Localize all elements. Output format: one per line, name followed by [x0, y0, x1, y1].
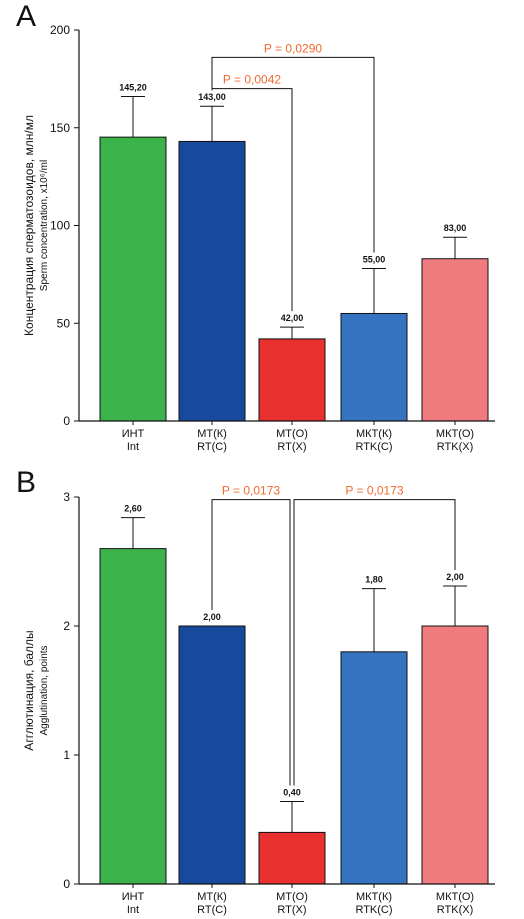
bar-0 — [99, 136, 167, 422]
bar-4 — [421, 625, 489, 885]
data-label-1: 143,00 — [198, 92, 226, 102]
data-label-0: 145,20 — [119, 82, 147, 92]
bar-2 — [258, 338, 326, 422]
data-label-3: 55,00 — [363, 255, 386, 265]
y-tick-label-0: 0 — [63, 414, 70, 428]
category-label-ru-3: МКТ(К) — [356, 891, 392, 903]
bar-4 — [421, 258, 489, 422]
y-tick-label-0: 0 — [63, 877, 70, 891]
y-axis-title: Концентрация сперматозоидов, млн/мл — [22, 115, 36, 336]
data-label-2: 42,00 — [281, 313, 304, 323]
category-label-ru-4: МКТ(О) — [436, 891, 474, 903]
category-label-ru-4: МКТ(О) — [436, 428, 474, 440]
y-tick-label-2: 100 — [50, 219, 70, 233]
y-axis-subtitle: Agglutination, points — [39, 645, 50, 735]
bar-1 — [178, 625, 246, 885]
category-label-en-4: RTK(X) — [437, 904, 473, 916]
category-label-en-3: RTK(C) — [355, 441, 392, 453]
significance-bracket-0 — [211, 499, 291, 786]
category-label-en-2: RT(X) — [277, 904, 306, 916]
category-label-ru-3: МКТ(К) — [356, 428, 392, 440]
significance-bracket-1 — [293, 499, 456, 786]
category-label-ru-1: МТ(К) — [197, 428, 227, 440]
panel-letter-b: B — [16, 466, 36, 499]
bar-1 — [178, 140, 246, 422]
category-label-en-4: RTK(X) — [437, 441, 473, 453]
bar-3 — [340, 651, 408, 885]
data-label-4: 2,00 — [446, 572, 464, 582]
data-label-4: 83,00 — [444, 223, 467, 233]
category-label-en-1: RT(C) — [197, 441, 227, 453]
y-axis-title: Агглютинация, баллы — [22, 630, 36, 750]
category-label-en-0: Int — [127, 441, 139, 453]
data-label-1: 2,00 — [203, 612, 221, 622]
significance-label-0: P = 0,0173 — [222, 484, 280, 498]
bar-3 — [340, 312, 408, 422]
data-label-0: 2,60 — [124, 504, 142, 514]
bar-2 — [258, 831, 326, 885]
category-label-en-3: RTK(C) — [355, 904, 392, 916]
data-label-2: 0,40 — [283, 787, 301, 797]
category-label-ru-1: МТ(К) — [197, 891, 227, 903]
panel-a-chart: 145,20ИНТInt143,00МТ(К)RT(C)42,00МТ(О)RT… — [22, 23, 495, 453]
y-tick-label-4: 200 — [50, 23, 70, 37]
significance-label-0: P = 0,0042 — [223, 73, 281, 87]
category-label-ru-2: МТ(О) — [276, 891, 308, 903]
significance-label-1: P = 0,0173 — [345, 484, 403, 498]
significance-label-1: P = 0,0290 — [264, 41, 322, 55]
y-tick-label-1: 50 — [57, 316, 71, 330]
y-tick-label-3: 150 — [50, 121, 70, 135]
significance-bracket-1 — [211, 56, 375, 253]
y-axis-subtitle: Sperm concentration, x10⁶/ml — [39, 160, 50, 291]
bar-0 — [99, 548, 167, 885]
category-label-en-2: RT(X) — [277, 441, 306, 453]
category-label-ru-0: ИНТ — [122, 428, 145, 440]
panel-letter-a: A — [16, 0, 36, 33]
category-label-en-1: RT(C) — [197, 904, 227, 916]
y-tick-label-1: 1 — [63, 748, 70, 762]
data-label-3: 1,80 — [365, 575, 383, 585]
y-tick-label-2: 2 — [63, 619, 70, 633]
category-label-en-0: Int — [127, 904, 139, 916]
category-label-ru-0: ИНТ — [122, 891, 145, 903]
y-tick-label-3: 3 — [63, 490, 70, 504]
category-label-ru-2: МТ(О) — [276, 428, 308, 440]
